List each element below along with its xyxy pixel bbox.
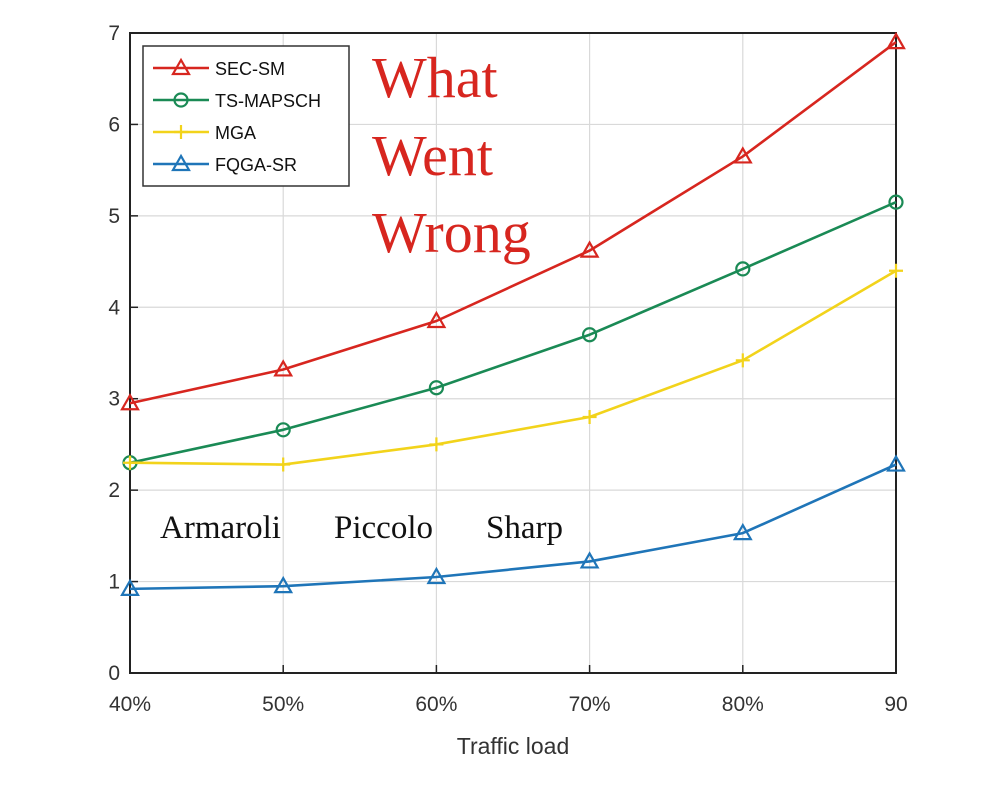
y-tick-label: 3 — [108, 388, 120, 411]
overlay-line-1: What — [372, 45, 498, 110]
data-point-ts-mapsch — [735, 261, 751, 277]
series-mga — [123, 263, 903, 472]
legend-marker-fqga-sr — [171, 153, 191, 172]
x-tick-label: 80% — [722, 693, 764, 716]
series-line-ts-mapsch — [129, 200, 897, 464]
series-sec-sm — [120, 31, 906, 411]
y-tick-label: 6 — [108, 113, 120, 136]
data-point-mga — [276, 457, 291, 472]
x-tick-label: 70% — [569, 693, 611, 716]
x-tick-label: 40% — [109, 693, 151, 716]
legend: SEC-SM TS-MAPSCH MGA FQGA-SR — [142, 45, 350, 187]
overlay-line-3: Wrong — [372, 200, 531, 265]
overlay-name-3: Sharp — [486, 510, 563, 546]
y-tick-label: 0 — [108, 662, 120, 685]
data-point-sec-sm — [120, 393, 140, 411]
legend-marker-sec-sm — [171, 57, 191, 76]
y-tick-label: 2 — [108, 479, 120, 502]
legend-label-fqga-sr: FQGA-SR — [215, 155, 297, 175]
data-point-sec-sm — [426, 310, 447, 329]
data-point-sec-sm — [273, 359, 294, 377]
data-point-fqga-sr — [732, 522, 753, 541]
legend-marker-mga — [174, 125, 188, 139]
overlay-text: What Went Wrong Armaroli Piccolo Sharp — [160, 45, 563, 546]
y-tick-label: 1 — [108, 571, 120, 594]
series-fqga-sr — [120, 454, 906, 596]
legend-label-ts-mapsch: TS-MAPSCH — [215, 91, 321, 111]
plot-frame — [129, 32, 897, 674]
y-tick-label: 5 — [108, 205, 120, 228]
data-point-fqga-sr — [579, 551, 600, 569]
y-axis: 0 1 2 3 4 5 6 7 — [108, 22, 138, 685]
overlay-line-2: Went — [372, 123, 493, 188]
x-axis-label: Traffic load — [457, 733, 570, 759]
x-tick-label: 60% — [415, 693, 457, 716]
data-point-mga — [429, 437, 444, 452]
data-point-ts-mapsch — [275, 422, 291, 438]
data-point-mga — [889, 263, 903, 278]
data-point-sec-sm — [886, 31, 906, 50]
series-line-fqga-sr — [129, 463, 897, 591]
data-point-sec-sm — [732, 146, 753, 164]
overlay-name-2: Piccolo — [334, 510, 433, 546]
data-point-fqga-sr — [273, 575, 294, 594]
data-point-fqga-sr — [426, 566, 447, 585]
data-point-fqga-sr — [120, 578, 140, 596]
data-point-fqga-sr — [886, 454, 906, 472]
y-tick-label: 7 — [108, 22, 120, 45]
legend-marker-ts-mapsch — [173, 92, 189, 108]
data-point-mga — [735, 353, 750, 368]
data-point-ts-mapsch — [428, 380, 444, 396]
data-point-mga — [123, 455, 137, 470]
legend-label-mga: MGA — [215, 123, 256, 143]
overlay-name-1: Armaroli — [160, 510, 281, 546]
x-tick-label: 90 — [884, 693, 907, 716]
series-line-mga — [129, 269, 897, 466]
y-tick-label: 4 — [108, 296, 120, 319]
x-axis: 40% 50% 60% 70% 80% 90 — [109, 665, 908, 716]
data-point-ts-mapsch — [581, 327, 598, 343]
data-point-ts-mapsch — [888, 194, 904, 210]
series-group — [120, 31, 906, 596]
data-point-sec-sm — [579, 240, 600, 258]
data-point-mga — [582, 410, 597, 424]
series-line-sec-sm — [129, 41, 897, 405]
legend-label-sec-sm: SEC-SM — [215, 59, 285, 79]
x-tick-label: 50% — [262, 693, 304, 716]
